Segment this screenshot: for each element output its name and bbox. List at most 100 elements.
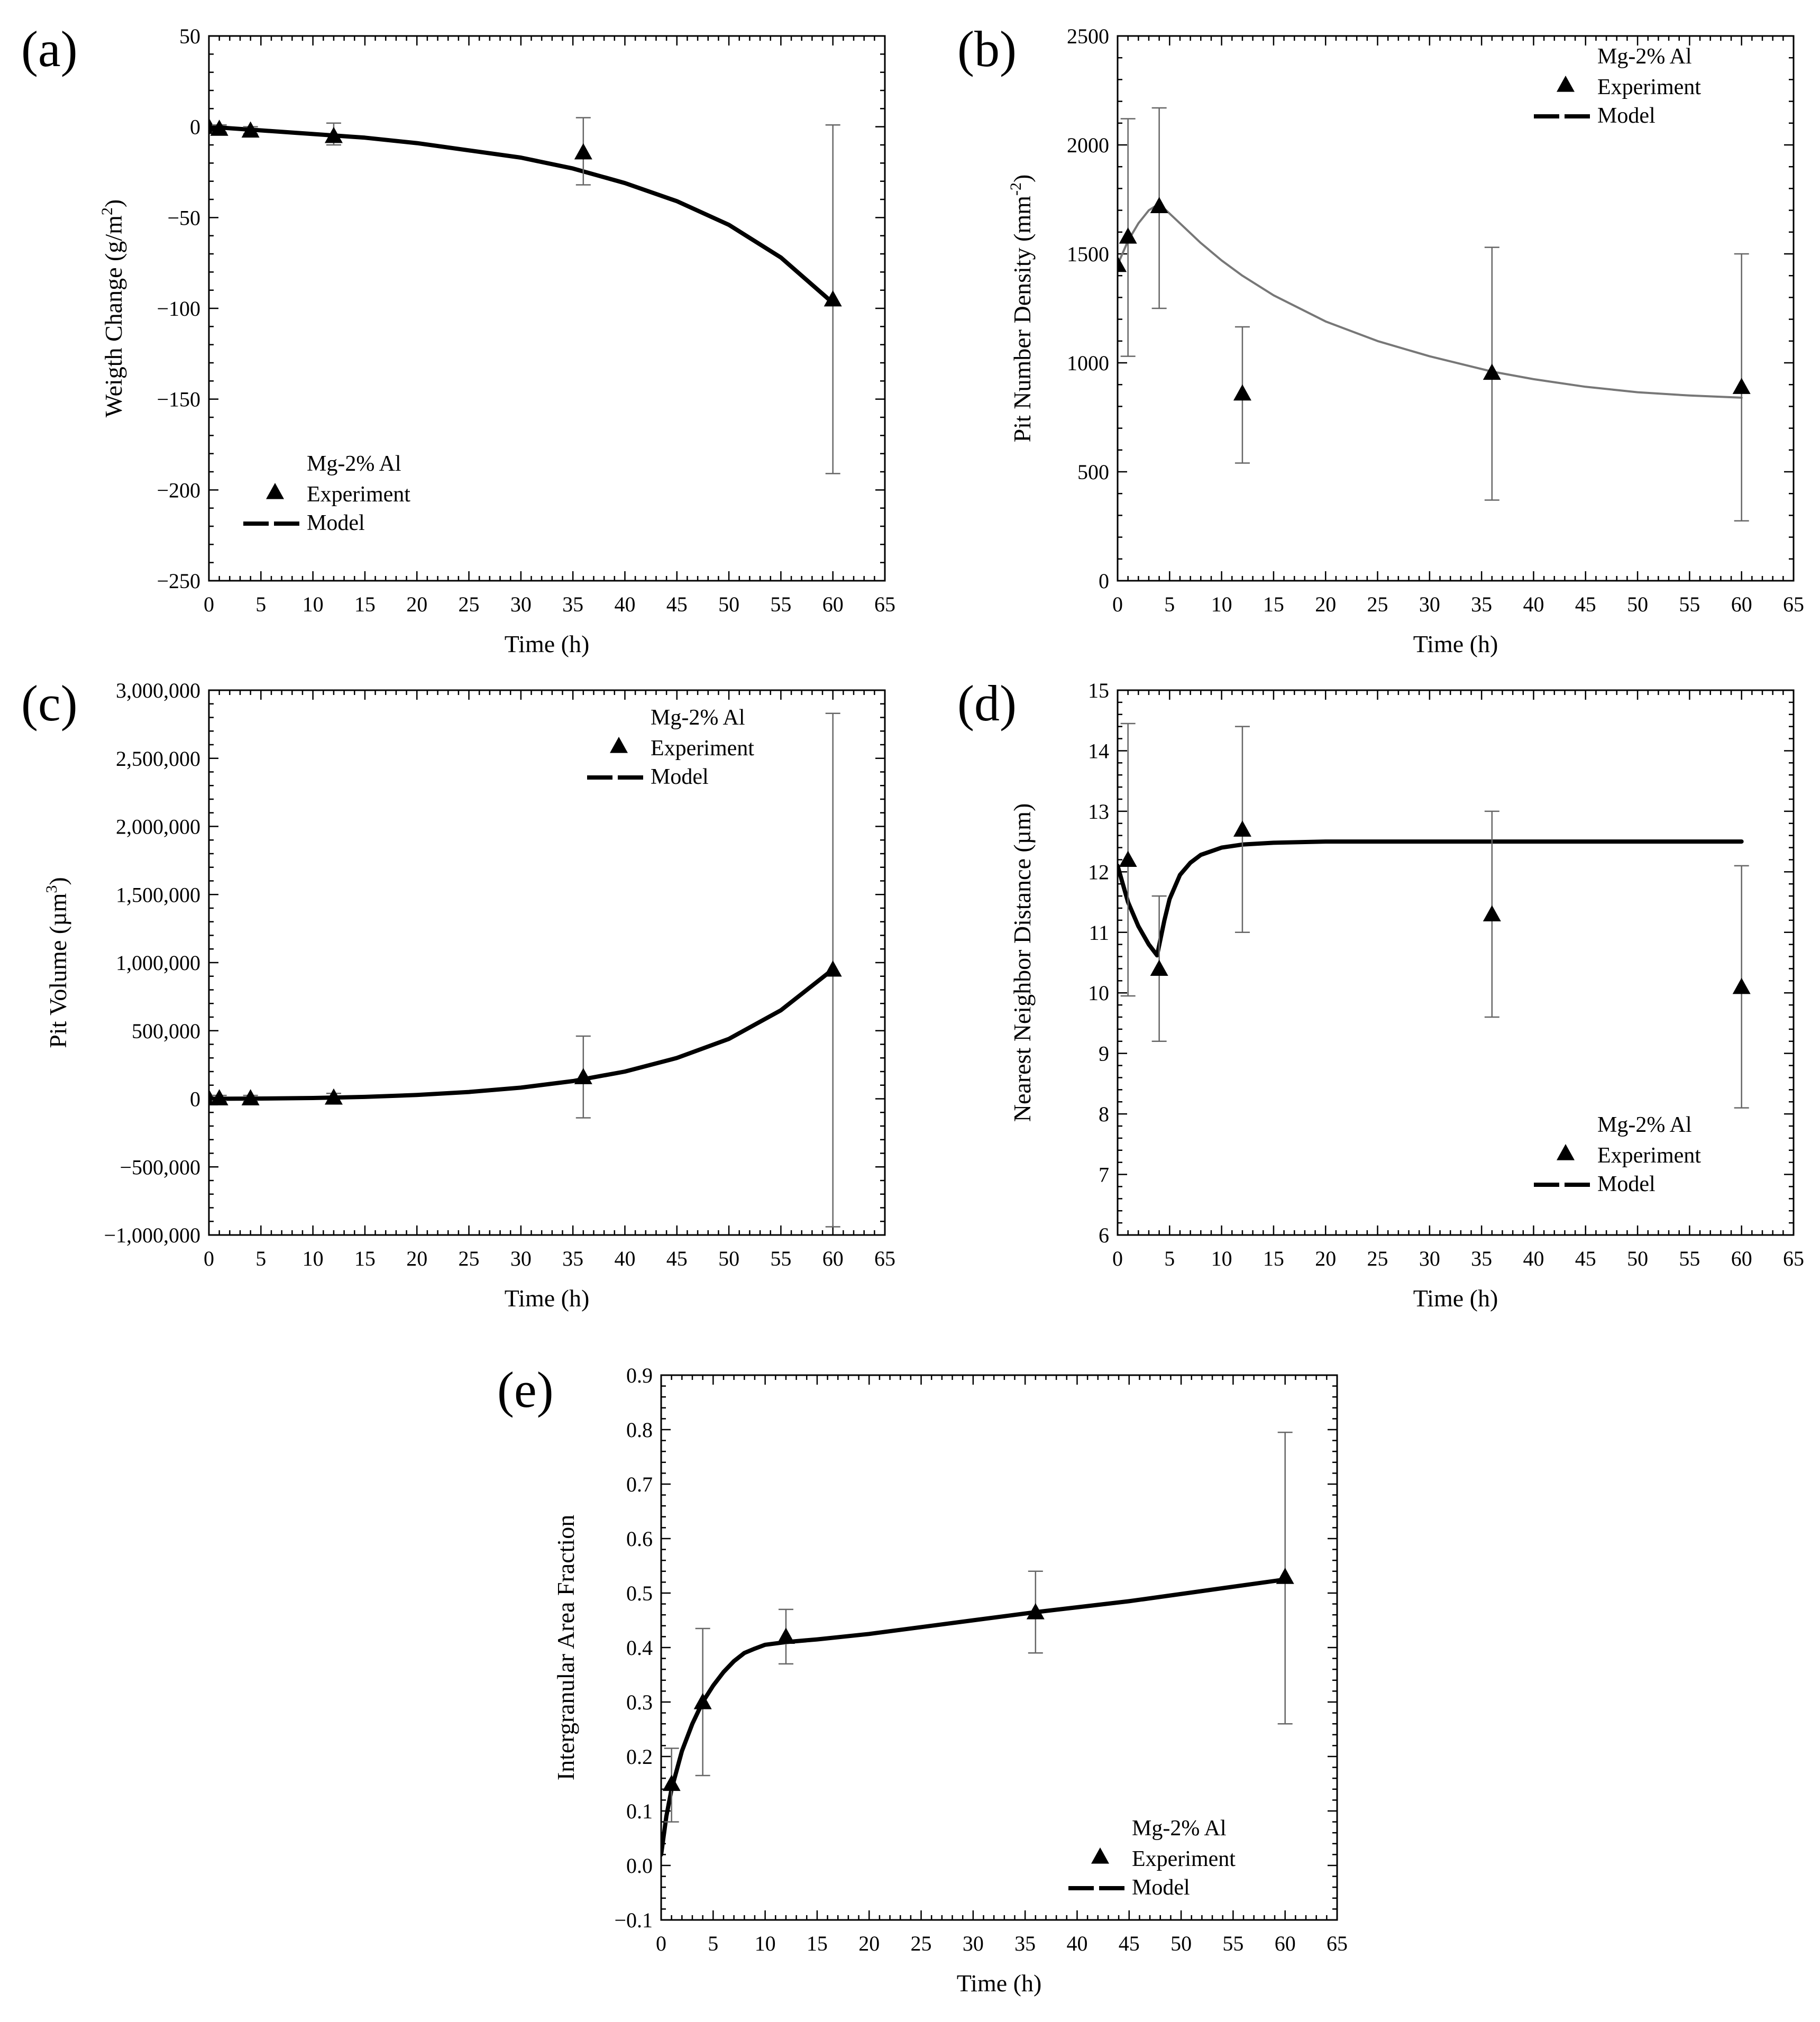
y-tick-label: 0.2 [626,1745,653,1769]
legend-title: Mg-2% Al [1597,1113,1692,1137]
legend-experiment-marker [1557,76,1575,92]
x-tick-label: 40 [1523,1247,1544,1270]
legend: Mg-2% Al Experiment Model [1068,1816,1236,1900]
x-tick-label: 25 [1367,1247,1388,1270]
x-tick-label: 10 [1211,592,1232,616]
legend: Mg-2% Al Experiment Model [587,706,754,789]
y-axis-label-main: Weigth Change (g/m [100,215,127,417]
x-tick-label: 20 [858,1932,880,1955]
experiment-point [574,1068,592,1084]
y-tick-label: 0.5 [626,1581,653,1605]
x-tick-label: 15 [1263,1247,1284,1270]
y-tick-label: 12 [1088,860,1109,884]
x-tick-label: 60 [822,1247,844,1270]
y-axis-label-tail: ) [44,877,71,885]
y-tick-label: 0.1 [626,1799,653,1823]
y-tick-label: 2500 [1067,24,1109,48]
x-tick-label: 15 [807,1932,828,1955]
legend-title: Mg-2% Al [1132,1816,1227,1841]
x-tick-label: 5 [255,592,266,616]
y-tick-label: 14 [1088,739,1109,763]
y-tick-label: −150 [157,388,200,411]
legend: Mg-2% Al Experiment Model [1534,1113,1701,1196]
y-tick-label: 0 [190,115,200,139]
x-tick-label: 5 [1164,1247,1175,1270]
y-tick-label: −200 [157,478,200,502]
legend-model-label: Model [651,765,709,789]
x-tick-label: 45 [666,592,688,616]
experiment-point [1732,977,1751,994]
y-tick-label: 0.6 [626,1527,653,1551]
x-tick-label: 60 [1731,592,1752,616]
y-axis-label-sup: -2 [1007,182,1025,196]
legend-model-label: Model [1132,1875,1190,1900]
y-tick-label: 2,000,000 [116,815,200,839]
experiment-point [324,1088,343,1105]
x-tick-label: 5 [1164,592,1175,616]
legend-experiment-label: Experiment [307,482,410,507]
x-tick-label: 20 [406,1247,427,1270]
y-axis-label-tail: ) [100,199,127,207]
y-tick-label: 15 [1088,679,1109,702]
x-tick-label: 50 [1170,1932,1192,1955]
y-tick-label: −500,000 [120,1155,200,1179]
x-tick-label: 65 [874,592,895,616]
legend-experiment-marker [266,483,284,499]
x-tick-label: 10 [303,1247,324,1270]
plot-frame [208,689,886,1236]
x-tick-label: 5 [255,1247,266,1270]
x-tick-label: 60 [1275,1932,1296,1955]
y-axis-label: Pit Volume (µm3) [43,877,71,1048]
y-tick-label: 50 [179,24,200,48]
x-tick-label: 50 [1627,1247,1648,1270]
x-tick-label: 65 [1783,592,1804,616]
x-tick-label: 30 [963,1932,984,1955]
y-axis-label: Intergranular Area Fraction [552,1515,579,1780]
x-tick-label: 30 [510,592,532,616]
y-tick-label: 0.3 [626,1690,653,1714]
panel-label: (b) [957,21,1017,77]
x-axis-label: Time (h) [1413,1285,1498,1312]
x-tick-label: 0 [204,1247,214,1270]
experiment-point [1119,850,1137,867]
y-axis-label-main: Nearest Neighbor Distance (µm) [1009,803,1036,1122]
legend-experiment-label: Experiment [1132,1847,1236,1871]
experiment-point [210,120,228,136]
panel-label: (e) [497,1361,554,1418]
x-axis-label: Time (h) [957,1970,1042,1997]
y-tick-label: −1,000,000 [104,1223,200,1247]
legend-experiment-marker [1091,1847,1109,1864]
x-tick-label: 65 [1783,1247,1804,1270]
x-tick-label: 45 [1119,1932,1140,1955]
x-tick-label: 25 [459,1247,480,1270]
experiment-point [1119,227,1137,244]
x-tick-label: 5 [708,1932,718,1955]
model-curve [1118,203,1743,399]
x-tick-label: 30 [510,1247,532,1270]
experiment-point [1118,255,1127,272]
y-tick-label: 0.0 [626,1854,653,1878]
experiment-point [210,1089,228,1105]
x-tick-label: 25 [1367,592,1388,616]
y-tick-label: 8 [1099,1102,1109,1126]
y-tick-label: 7 [1099,1163,1109,1187]
y-tick-label: 2000 [1067,133,1109,157]
x-tick-label: 45 [666,1247,688,1270]
experiment-point [574,143,592,160]
x-tick-label: 15 [354,592,376,616]
x-tick-label: 60 [1731,1247,1752,1270]
plot-frame [1117,689,1795,1236]
chart-panel-d: (d) 0 5 10 15 20 25 30 35 40 45 50 55 60 65 15 14 13 12 11 1… [957,675,1804,1312]
experiment-point [1150,197,1168,213]
x-tick-label: 50 [718,1247,739,1270]
x-tick-label: 50 [1627,592,1648,616]
x-tick-label: 55 [1679,1247,1700,1270]
x-tick-label: 15 [354,1247,376,1270]
legend-model-label: Model [1597,104,1656,128]
panel-label: (a) [21,21,78,77]
y-tick-label: 0.7 [626,1472,653,1496]
y-tick-label: 6 [1099,1223,1109,1247]
y-tick-label: −50 [167,206,200,230]
panel-label: (c) [21,675,78,731]
x-tick-label: 55 [770,1247,791,1270]
